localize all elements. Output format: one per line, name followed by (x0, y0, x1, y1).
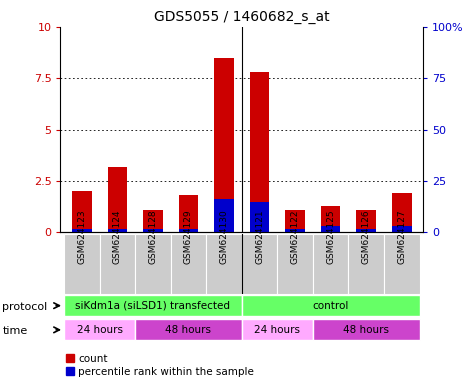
Bar (107, 229, 127, 232)
Text: GSM624126: GSM624126 (362, 209, 371, 264)
Bar (321, 226, 340, 232)
Bar (72, 229, 92, 232)
Bar (357, 229, 376, 232)
Bar (313, 319, 419, 340)
Text: siKdm1a (siLSD1) transfected: siKdm1a (siLSD1) transfected (75, 301, 230, 311)
Bar (357, 210, 376, 232)
Text: 48 hours: 48 hours (166, 325, 212, 335)
Bar (135, 319, 242, 340)
Bar (143, 210, 163, 232)
Title: GDS5055 / 1460682_s_at: GDS5055 / 1460682_s_at (154, 10, 330, 25)
Bar (64, 319, 135, 340)
Bar (143, 229, 163, 232)
Bar (242, 295, 419, 316)
Text: 24 hours: 24 hours (254, 325, 300, 335)
Bar (286, 229, 305, 232)
Text: 24 hours: 24 hours (77, 325, 123, 335)
Bar (250, 202, 269, 232)
Bar (64, 295, 242, 316)
Bar (179, 229, 198, 232)
Text: GSM624129: GSM624129 (184, 209, 193, 264)
Text: GSM624122: GSM624122 (291, 210, 299, 264)
Bar (107, 167, 127, 232)
Text: GSM624127: GSM624127 (397, 209, 406, 264)
Bar (64, 234, 100, 294)
Bar (72, 191, 92, 232)
Bar (286, 210, 305, 232)
Text: GSM624128: GSM624128 (148, 209, 158, 264)
Text: GSM624124: GSM624124 (113, 210, 122, 264)
Bar (321, 205, 340, 232)
Bar (277, 234, 313, 294)
Text: GSM624123: GSM624123 (77, 209, 86, 264)
Bar (179, 195, 198, 232)
Legend: count, percentile rank within the sample: count, percentile rank within the sample (66, 354, 254, 377)
Bar (313, 234, 348, 294)
Bar (214, 199, 234, 232)
Bar (242, 319, 313, 340)
Text: time: time (2, 326, 27, 336)
Bar (242, 234, 277, 294)
Text: protocol: protocol (2, 302, 47, 312)
Text: GSM624121: GSM624121 (255, 209, 264, 264)
Bar (206, 234, 242, 294)
Text: GSM624130: GSM624130 (219, 209, 228, 264)
Text: 48 hours: 48 hours (343, 325, 389, 335)
Text: GSM624125: GSM624125 (326, 209, 335, 264)
Bar (392, 193, 412, 232)
Bar (348, 234, 384, 294)
Bar (135, 234, 171, 294)
Bar (100, 234, 135, 294)
Text: control: control (312, 301, 349, 311)
Bar (214, 58, 234, 232)
Bar (392, 226, 412, 232)
Bar (171, 234, 206, 294)
Bar (384, 234, 419, 294)
Bar (250, 72, 269, 232)
